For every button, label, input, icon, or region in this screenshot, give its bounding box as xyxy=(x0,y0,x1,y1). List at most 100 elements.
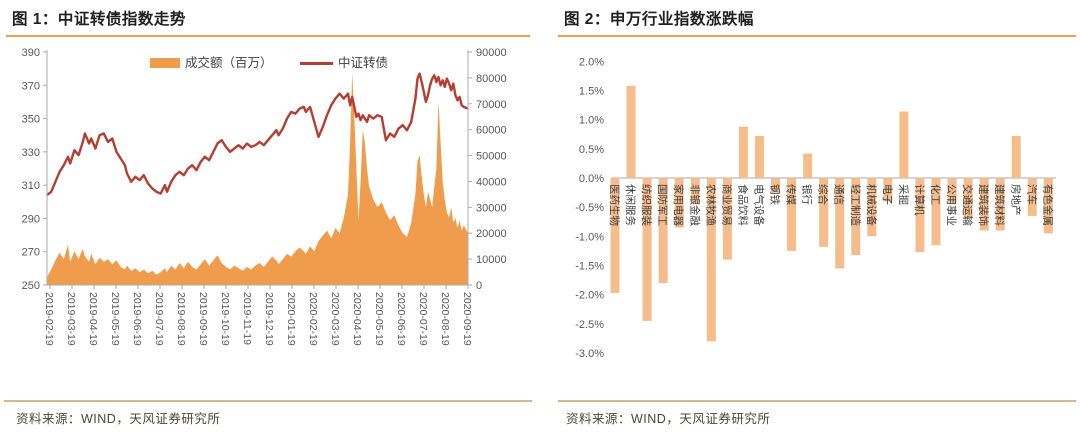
svg-text:机械设备: 机械设备 xyxy=(865,184,878,226)
bar-10 xyxy=(771,178,780,193)
svg-text:商业贸易: 商业贸易 xyxy=(720,184,733,226)
svg-text:-3.0%: -3.0% xyxy=(575,348,604,360)
figure-1-title: 图 1：中证转债指数走势 xyxy=(12,11,186,28)
svg-text:2019-03-19: 2019-03-19 xyxy=(65,292,77,346)
bar-11 xyxy=(787,178,797,251)
svg-text:化工: 化工 xyxy=(929,184,942,205)
figure-1-source: 资料来源：WIND，天风证券研究所 xyxy=(16,412,221,426)
svg-text:采掘: 采掘 xyxy=(897,184,910,205)
figure-2-title: 图 2：申万行业指数涨跌幅 xyxy=(564,11,754,28)
svg-text:250: 250 xyxy=(22,280,40,292)
svg-text:国防军工: 国防军工 xyxy=(656,184,669,226)
svg-text:370: 370 xyxy=(22,80,40,92)
svg-text:-1.5%: -1.5% xyxy=(575,260,604,272)
svg-text:0.0%: 0.0% xyxy=(579,173,604,185)
svg-text:2019-11-19: 2019-11-19 xyxy=(241,292,253,345)
svg-text:2020-04-19: 2020-04-19 xyxy=(351,292,363,346)
figure-2-source-rule xyxy=(558,400,1076,402)
svg-text:90000: 90000 xyxy=(476,47,507,59)
bar-8 xyxy=(738,126,748,178)
svg-text:0: 0 xyxy=(476,280,482,292)
svg-text:电气设备: 电气设备 xyxy=(752,184,765,226)
chart1-x-axis-labels: 2019-02-19 2019-03-19 2019-04-19 2019-05-19… xyxy=(43,285,473,346)
svg-text:电子: 电子 xyxy=(881,184,894,205)
svg-text:医药生物: 医药生物 xyxy=(608,184,621,226)
bar-22 xyxy=(963,178,973,219)
industry-index-change-chart: 2.0% 1.5% 1.0% 0.5% 0.0% -0.5% -1.0% -1.5% -2.0%… xyxy=(575,56,1056,360)
svg-text:中证转债: 中证转债 xyxy=(338,55,388,70)
svg-text:公用事业: 公用事业 xyxy=(945,184,958,226)
svg-text:2019-06-19: 2019-06-19 xyxy=(131,292,143,346)
svg-text:80000: 80000 xyxy=(476,73,507,85)
chart2-bars xyxy=(610,85,1053,342)
svg-text:1.5%: 1.5% xyxy=(579,86,604,98)
figure-2-title-rule xyxy=(558,35,1076,37)
bar-3 xyxy=(658,178,668,283)
svg-text:非银金融: 非银金融 xyxy=(688,184,701,226)
svg-text:2020-09-19: 2020-09-19 xyxy=(461,292,473,346)
chart1-legend: 成交额（百万） 中证转债 xyxy=(150,55,388,70)
svg-text:-1.0%: -1.0% xyxy=(575,231,604,243)
svg-text:成交额（百万）: 成交额（百万） xyxy=(185,55,273,70)
bar-13 xyxy=(819,178,829,247)
bar-17 xyxy=(883,178,893,202)
svg-text:2019-10-19: 2019-10-19 xyxy=(219,292,231,346)
bar-2 xyxy=(642,178,652,321)
svg-text:30000: 30000 xyxy=(476,202,507,214)
svg-text:建筑材料: 建筑材料 xyxy=(993,184,1006,226)
svg-text:-0.5%: -0.5% xyxy=(575,202,604,214)
figure-1-panel: 图 1：中证转债指数走势 250 270 290 310 330 350 370 390 0 10… xyxy=(4,11,532,426)
svg-text:2020-06-19: 2020-06-19 xyxy=(395,292,407,346)
svg-text:2019-12-19: 2019-12-19 xyxy=(263,292,275,346)
svg-text:350: 350 xyxy=(22,114,40,126)
svg-text:60000: 60000 xyxy=(476,125,507,137)
chart1-axes xyxy=(46,50,469,286)
svg-text:建筑装饰: 建筑装饰 xyxy=(977,184,990,226)
bar-4 xyxy=(674,178,684,228)
svg-text:2019-08-19: 2019-08-19 xyxy=(175,292,187,346)
svg-text:家用电器: 家用电器 xyxy=(672,184,685,226)
bar-5 xyxy=(690,178,700,205)
bar-9 xyxy=(754,136,764,178)
svg-text:交通运输: 交通运输 xyxy=(961,184,974,226)
svg-text:食品饮料: 食品饮料 xyxy=(736,184,749,226)
svg-text:70000: 70000 xyxy=(476,99,507,111)
bar-16 xyxy=(867,178,877,237)
svg-text:330: 330 xyxy=(22,147,40,159)
svg-text:310: 310 xyxy=(22,180,40,192)
svg-text:钢铁: 钢铁 xyxy=(769,184,782,205)
chart2-category-labels: 医药生物 休闲服务 纺织服装 国防军工 家用电器 非银金融 农林牧渔 商业贸易 食品饮料 电气设备… xyxy=(608,184,1054,226)
svg-text:轻工制造: 轻工制造 xyxy=(849,184,862,226)
svg-text:2020-02-19: 2020-02-19 xyxy=(307,292,319,346)
bar-25 xyxy=(1011,136,1021,178)
svg-text:银行: 银行 xyxy=(801,184,814,205)
chart1-right-axis-labels: 0 10000 20000 30000 40000 50000 60000 70000 8000… xyxy=(468,47,507,292)
bar-14 xyxy=(835,178,845,269)
svg-text:2019-02-19: 2019-02-19 xyxy=(43,292,55,346)
bar-21 xyxy=(947,178,957,205)
bar-15 xyxy=(851,178,861,255)
chart1-left-axis-labels: 250 270 290 310 330 350 370 390 xyxy=(22,47,47,292)
bar-24 xyxy=(995,178,1005,231)
svg-text:房地产: 房地产 xyxy=(1009,184,1022,216)
svg-text:0.5%: 0.5% xyxy=(579,144,604,156)
bar-7 xyxy=(722,178,732,260)
svg-text:10000: 10000 xyxy=(476,254,507,266)
bar-18 xyxy=(899,111,909,178)
bar-1 xyxy=(626,85,636,178)
figure-1-source-rule xyxy=(4,400,532,402)
svg-text:20000: 20000 xyxy=(476,228,507,240)
bar-20 xyxy=(931,178,941,246)
svg-text:休闲服务: 休闲服务 xyxy=(624,184,637,226)
svg-text:50000: 50000 xyxy=(476,151,507,163)
svg-text:2020-01-19: 2020-01-19 xyxy=(285,292,297,346)
svg-text:计算机: 计算机 xyxy=(913,184,926,216)
svg-text:-2.5%: -2.5% xyxy=(575,319,604,331)
svg-text:综合: 综合 xyxy=(817,184,830,205)
svg-text:2020-03-19: 2020-03-19 xyxy=(329,292,341,346)
svg-text:-2.0%: -2.0% xyxy=(575,290,604,302)
svg-text:2020-07-19: 2020-07-19 xyxy=(417,292,429,346)
bar-6 xyxy=(706,178,716,342)
svg-text:40000: 40000 xyxy=(476,176,507,188)
